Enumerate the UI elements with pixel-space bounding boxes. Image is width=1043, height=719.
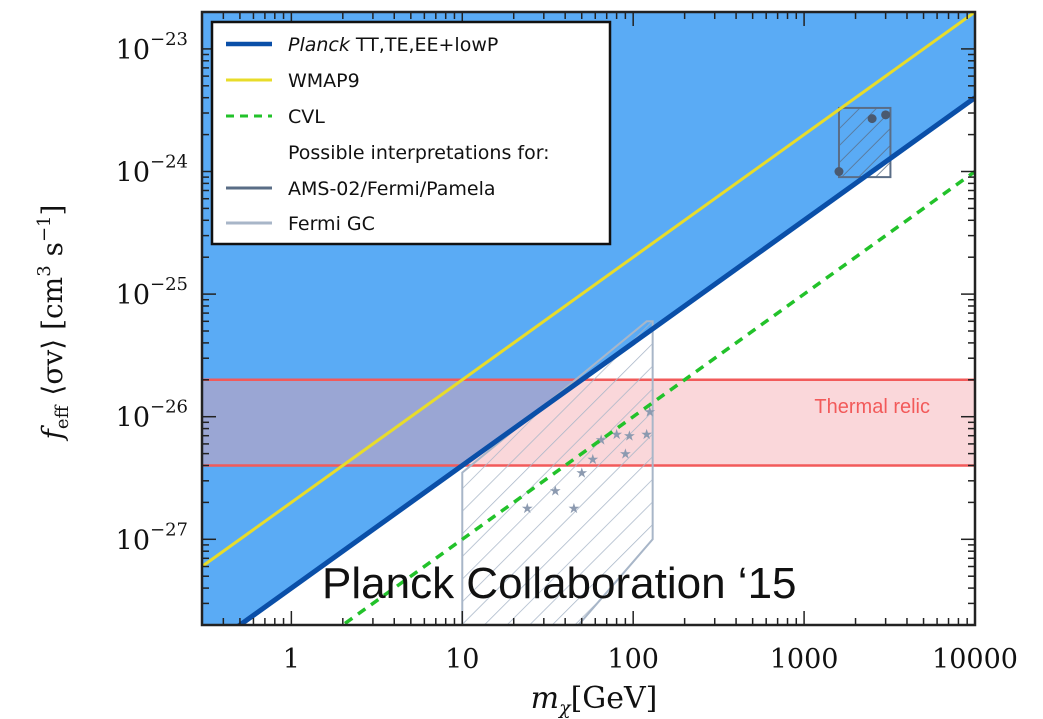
x-tick-label: 10 [445,644,479,675]
y-tick-label: 10−24 [116,152,188,189]
fermi-gc-point: ★ [521,501,534,517]
cvl-line [339,170,975,625]
legend-label-cvl: CVL [288,106,325,128]
planck-line [235,95,975,625]
ams-point [867,114,877,124]
fermi-gc-point: ★ [586,452,599,468]
x-axis-label: mχ[GeV] [531,681,658,719]
fermi-gc-point: ★ [619,447,632,463]
legend-note: Possible interpretations for: [288,142,550,164]
y-tick-label: 10−26 [116,397,188,434]
y-tick-label: 10−27 [116,519,188,556]
legend-label-planck: Planck TT,TE,EE+lowP [288,34,498,56]
series-lines [202,12,975,625]
axis-ticks [201,11,976,626]
fermi-gc-point: ★ [595,433,608,449]
fermi-gc-point: ★ [640,427,653,443]
fermi-gc-point: ★ [568,501,581,517]
fermi-gc-point: ★ [575,466,588,482]
legend-label-wmap9: WMAP9 [288,70,360,92]
y-tick-label: 10−23 [116,29,188,66]
fermi-gc-point: ★ [623,429,636,445]
legend: Planck TT,TE,EE+lowP WMAP9 CVL Possible … [210,20,612,246]
x-tick-label: 100 [607,644,659,675]
legend-label-ams: AMS-02/Fermi/Pamela [288,178,496,200]
thermal-relic-label: Thermal relic [814,396,930,418]
fermi-gc-point: ★ [610,427,623,443]
x-tick-label: 10000 [932,644,1018,675]
planck-collaboration-annotation: Planck Collaboration ‘15 [322,559,797,608]
ams-point [834,167,844,177]
x-tick-label: 1 [283,644,300,675]
y-axis-label: feff⟨σv⟩ [cm3 s−1] [34,205,73,442]
ams-point [881,110,891,120]
plot-frame [200,10,977,627]
legend-box [210,20,612,246]
y-tick-label: 10−25 [116,274,188,311]
x-tick-label: 1000 [770,644,839,675]
wmap9-line [202,12,975,568]
fermi-gc-point: ★ [549,484,562,500]
tick-labels: 1 10 100 1000 10000 10−27 10−26 10−25 10−24 10−23 [116,29,1018,675]
legend-label-fermi-gc: Fermi GC [288,213,375,235]
